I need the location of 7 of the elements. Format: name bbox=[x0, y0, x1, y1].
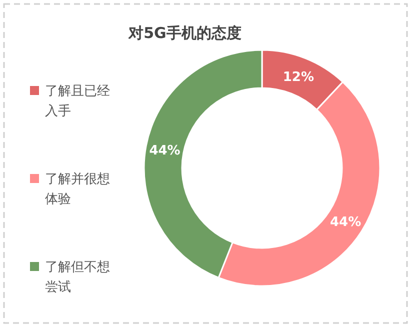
data-label: 44% bbox=[330, 215, 362, 230]
data-label: 44% bbox=[149, 143, 180, 158]
data-label: 12% bbox=[282, 70, 314, 85]
legend-label: 了解并很想体验 bbox=[45, 172, 110, 207]
chart-title: 对5G手机的态度 bbox=[128, 24, 242, 42]
legend-label: 了解且已经入手 bbox=[45, 84, 110, 119]
legend-label: 了解但不想尝试 bbox=[45, 260, 110, 295]
